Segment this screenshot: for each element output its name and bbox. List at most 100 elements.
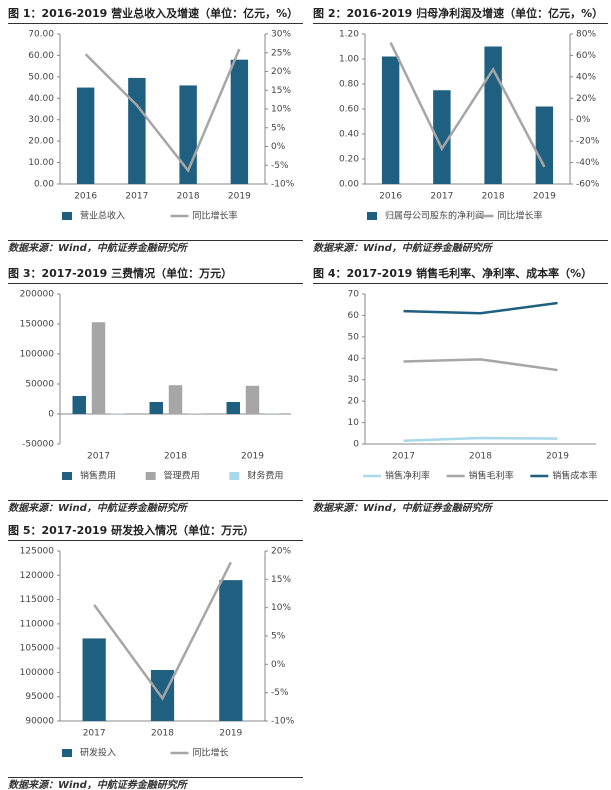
- x-tick-label: 2017: [392, 452, 415, 462]
- figure-source: 数据来源：Wind，中航证券金融研究所: [313, 240, 608, 257]
- y-tick-label: 30.00: [28, 115, 54, 125]
- figure-source: 数据来源：Wind，中航证券金融研究所: [8, 240, 303, 257]
- bar: [111, 413, 125, 414]
- y2-tick-label: 10%: [271, 603, 291, 613]
- legend-label: 销售净利率: [385, 470, 430, 482]
- x-tick-label: 2016: [379, 192, 402, 202]
- x-tick-label: 2019: [533, 192, 556, 202]
- x-tick-label: 2017: [87, 452, 110, 462]
- y-tick-label: 115000: [20, 595, 55, 605]
- figure-panel: 图 3：2017-2019 三费情况（单位：万元） -50000 0 50000 100…: [8, 265, 303, 517]
- y-tick-label: 60: [348, 311, 360, 321]
- y2-tick-label: 10%: [271, 105, 291, 115]
- y-tick-label: 100000: [20, 350, 55, 360]
- y-tick-label: 125000: [20, 547, 55, 557]
- bar: [128, 77, 146, 184]
- x-tick-label: 2017: [430, 192, 453, 202]
- legend-swatch: [145, 472, 156, 480]
- y-tick-label: 0.60: [339, 105, 359, 115]
- x-tick-label: 2019: [546, 452, 569, 462]
- figure-title: 图 1：2016-2019 营业总收入及增速（单位：亿元，%）: [8, 5, 303, 24]
- y2-tick-label: -10%: [271, 717, 295, 727]
- y2-tick-label: 0%: [271, 660, 286, 670]
- figure-panel: 图 2：2016-2019 归母净利润及增速（单位：亿元，%） 0.00 0.20 0…: [313, 5, 608, 257]
- figure-title: 图 2：2016-2019 归母净利润及增速（单位：亿元，%）: [313, 5, 608, 24]
- chart: 0.00 0.20 0.40 0.60 0.80 1.00 1.20 -60% -40% -20%…: [339, 30, 600, 222]
- y2-tick-label: 15%: [271, 86, 291, 96]
- y-tick-label: 105000: [20, 644, 55, 654]
- x-tick-label: 2019: [219, 729, 242, 739]
- y2-tick-label: 0%: [271, 142, 286, 152]
- y-tick-label: 0.20: [339, 155, 359, 165]
- y2-tick-label: 20%: [271, 67, 291, 77]
- line-series: [403, 301, 558, 315]
- y-tick-label: 10: [348, 418, 360, 428]
- y2-tick-label: 20%: [576, 94, 596, 104]
- chart: 0.00 10.00 20.00 30.00 40.00 50.00 60.00 70.00 -…: [28, 30, 294, 222]
- y-tick-label: 30: [348, 375, 360, 385]
- y2-tick-label: 60%: [576, 51, 596, 61]
- x-tick-label: 2019: [228, 192, 251, 202]
- legend-label: 同比增长率: [498, 210, 543, 222]
- x-tick-label: 2016: [74, 192, 97, 202]
- bar: [230, 59, 249, 184]
- y-tick-label: 120000: [20, 571, 55, 581]
- legend-label: 销售毛利率: [469, 470, 514, 482]
- x-tick-label: 2018: [177, 192, 200, 202]
- y-tick-label: 0: [353, 440, 359, 450]
- y2-tick-label: -20%: [576, 137, 600, 147]
- legend-swatch: [62, 472, 72, 480]
- y2-tick-label: 40%: [576, 72, 596, 82]
- chart: -50000 0 50000 100000 150000 200000 2017 2018 20…: [20, 290, 291, 482]
- chart: 0 10 20 30 40 50 60 70 2017 2018 2019 销售净利率 销售毛利率 销售成…: [348, 290, 598, 482]
- y-tick-label: 70: [348, 290, 360, 300]
- y-tick-label: 20: [348, 397, 360, 407]
- y-tick-label: -50000: [22, 440, 54, 450]
- y-tick-label: 10.00: [28, 158, 54, 168]
- x-tick-label: 2018: [469, 452, 492, 462]
- y-tick-label: 50: [348, 332, 360, 342]
- legend-label: 研发投入: [80, 747, 116, 759]
- legend-label: 同比增长率: [193, 210, 238, 222]
- y-tick-label: 60.00: [28, 51, 54, 61]
- line-series: [389, 42, 546, 168]
- bar: [82, 638, 106, 721]
- bar: [433, 90, 451, 184]
- y2-tick-label: 15%: [271, 575, 291, 585]
- x-tick-label: 2018: [164, 452, 187, 462]
- y2-tick-label: 5%: [271, 632, 286, 642]
- bar: [168, 385, 183, 414]
- legend-swatch: [62, 212, 72, 220]
- y-tick-label: 0.00: [34, 180, 54, 190]
- figure-source: 数据来源：Wind，中航证券金融研究所: [8, 777, 303, 790]
- y-tick-label: 50000: [25, 380, 54, 390]
- y-tick-label: 0.00: [339, 180, 359, 190]
- bar: [484, 46, 502, 184]
- bar: [226, 402, 240, 414]
- legend-swatch: [229, 472, 240, 480]
- y-tick-label: 40: [348, 354, 360, 364]
- bar: [150, 670, 175, 721]
- line-series: [84, 48, 241, 173]
- legend-label: 管理费用: [164, 470, 200, 482]
- figure-panel: 图 4：2017-2019 销售毛利率、净利率、成本率（%） 0 10 20 30 40 5…: [313, 265, 608, 517]
- y-tick-label: 1.20: [339, 30, 359, 40]
- legend-label: 营业总收入: [80, 210, 125, 222]
- x-tick-label: 2018: [151, 729, 174, 739]
- y-tick-label: 1.00: [339, 55, 359, 65]
- legend-swatch: [62, 749, 72, 757]
- y-tick-label: 0.40: [339, 130, 359, 140]
- chart: 90000 95000 100000 105000 110000 115000 120000…: [20, 547, 295, 759]
- x-tick-label: 2017: [125, 192, 148, 202]
- y-tick-label: 95000: [25, 692, 54, 702]
- x-tick-label: 2017: [83, 729, 106, 739]
- figure-source: 数据来源：Wind，中航证券金融研究所: [313, 500, 608, 517]
- y2-tick-label: 80%: [576, 30, 596, 40]
- figure-title: 图 4：2017-2019 销售毛利率、净利率、成本率（%）: [313, 265, 608, 284]
- y-tick-label: 90000: [25, 717, 54, 727]
- legend-label: 财务费用: [247, 470, 283, 482]
- y-tick-label: 110000: [20, 619, 55, 629]
- figure-title: 图 5：2017-2019 研发投入情况（单位：万元）: [8, 522, 303, 541]
- bar: [245, 385, 260, 414]
